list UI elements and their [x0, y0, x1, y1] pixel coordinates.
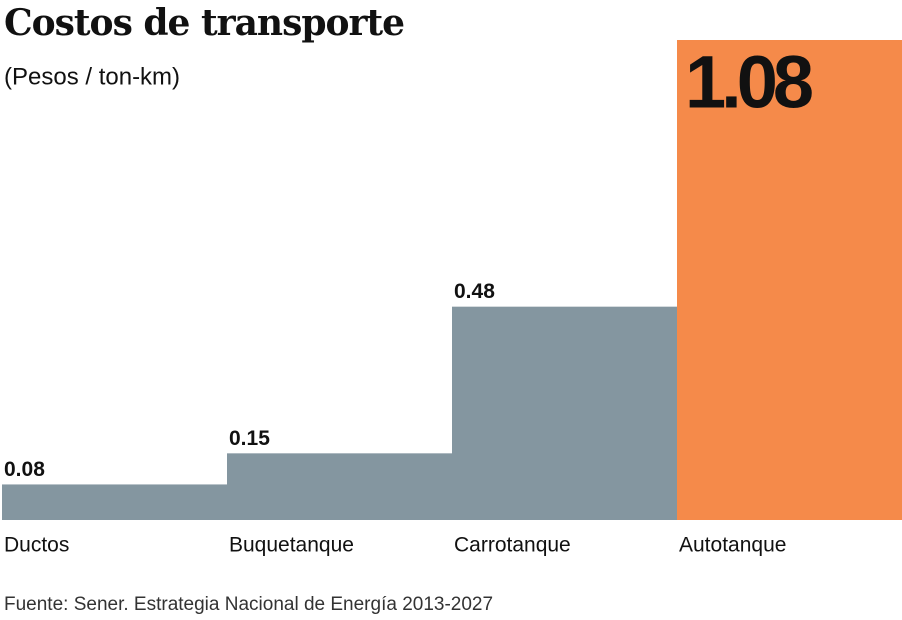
value-label: 0.08	[4, 458, 45, 481]
bar	[2, 484, 227, 520]
chart-subtitle: (Pesos / ton-km)	[4, 63, 180, 90]
x-tick-label: Carrotanque	[454, 534, 571, 557]
source-note: Fuente: Sener. Estrategia Nacional de En…	[4, 594, 493, 615]
value-label: 0.15	[229, 427, 270, 450]
bar	[227, 453, 452, 520]
x-tick-label: Buquetanque	[229, 534, 354, 557]
value-label: 0.48	[454, 280, 495, 303]
x-tick-label: Ductos	[4, 534, 69, 557]
chart-title: Costos de transporte	[4, 2, 404, 44]
bar	[452, 306, 677, 520]
value-label: 1.08	[685, 41, 812, 124]
bar	[677, 40, 902, 520]
x-tick-label: Autotanque	[679, 534, 786, 557]
